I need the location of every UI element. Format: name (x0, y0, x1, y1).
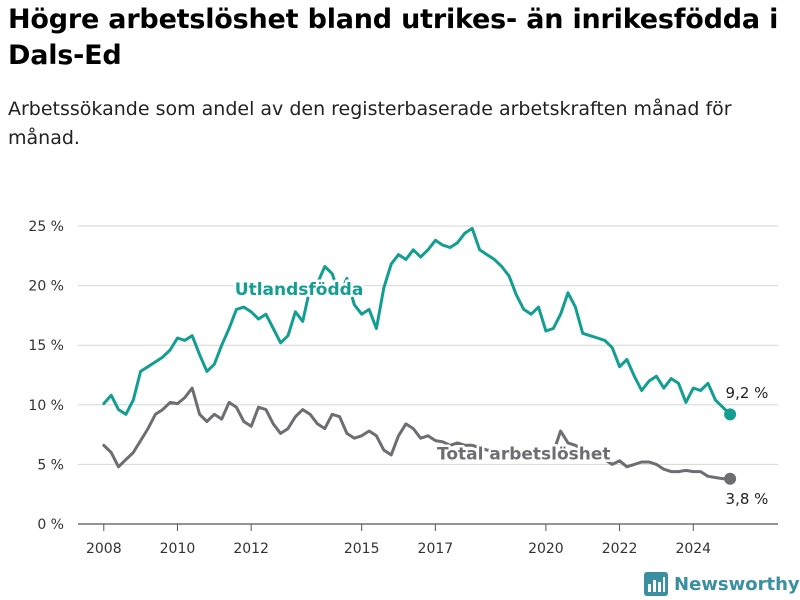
x-tick-label-2024: 2024 (675, 541, 711, 557)
bar-chart-logo-icon (644, 572, 668, 596)
end-value-label-utlandsfödda: 9,2 % (726, 384, 769, 402)
y-tick-label-25: 25 % (28, 219, 64, 235)
x-tick-label-2022: 2022 (602, 541, 638, 557)
brand-name: Newsworthy (674, 573, 800, 595)
end-point-utlandsfödda (724, 408, 737, 421)
x-tick-label-2012: 2012 (233, 541, 269, 557)
x-tick-label-2020: 2020 (528, 541, 564, 557)
series-label-total-arbetslöshet: Total arbetslöshet (437, 445, 611, 465)
series-line-total-arbetslöshet (102, 386, 732, 481)
x-tick-label-2010: 2010 (160, 541, 196, 557)
series-label-utlandsfödda: Utlandsfödda (235, 280, 364, 300)
y-tick-label-10: 10 % (28, 398, 64, 414)
x-tick-label-2015: 2015 (344, 541, 380, 557)
x-axis-ticks: 2008 2010 2012 2015 2017 2020 2022 2024 (86, 524, 711, 557)
brand-logo-block: Newsworthy (644, 570, 800, 598)
page-title: Högre arbetslöshet bland utrikes- än inr… (8, 4, 779, 71)
series-line-utlandsfödda (102, 226, 732, 416)
y-tick-label-20: 20 % (28, 279, 64, 295)
y-tick-label-0: 0 % (37, 517, 64, 533)
end-point-total-arbetslöshet (724, 472, 737, 485)
x-tick-label-2017: 2017 (418, 541, 454, 557)
series-lines (102, 226, 737, 485)
x-tick-label-2008: 2008 (86, 541, 122, 557)
y-tick-label-5: 5 % (37, 457, 64, 473)
series-labels: Utlandsfödda 9,2 % Total arbetslöshet 3,8 % (232, 278, 770, 510)
y-tick-label-15: 15 % (28, 338, 64, 354)
y-axis-ticks: 0 % 5 % 10 % 15 % 20 % 25 % (28, 219, 64, 533)
grid-lines (78, 225, 778, 525)
page-subtitle: Arbetssökande som andel av den registerb… (8, 98, 732, 149)
end-value-label-total-arbetslöshet: 3,8 % (726, 490, 769, 508)
